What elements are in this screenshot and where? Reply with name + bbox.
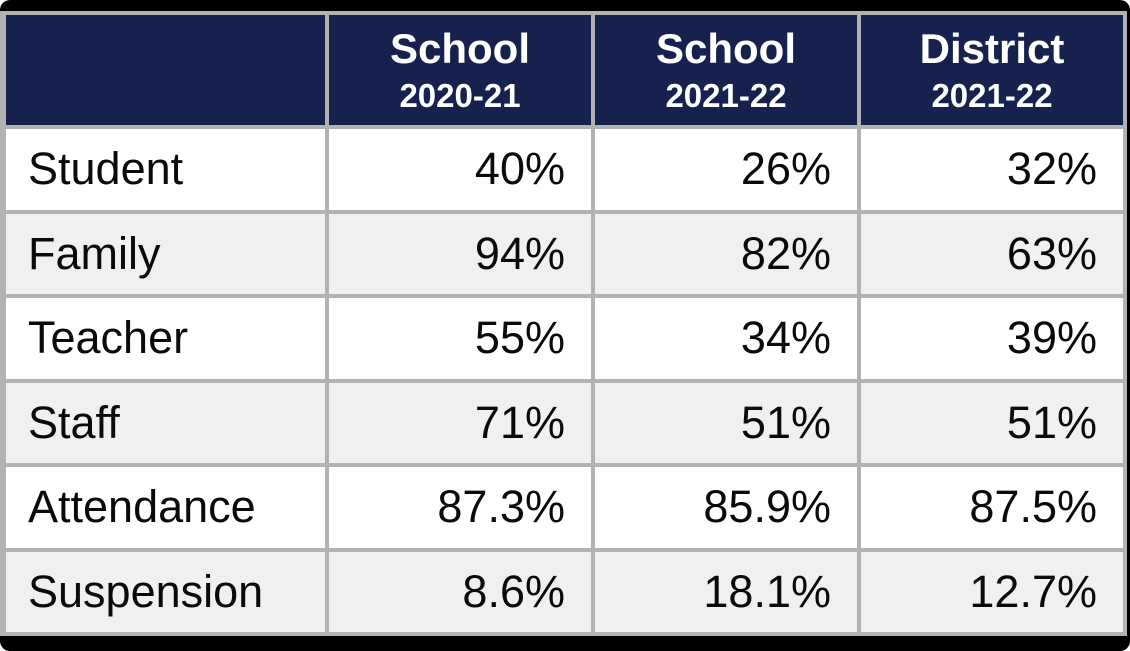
column-title: School [389,24,530,72]
row-label: Teacher [0,294,329,383]
cell-value: 12.7% [857,547,1127,636]
column-subtitle: 2021-22 [931,77,1053,115]
table-row-teacher: Teacher 55% 34% 39% [0,294,1127,383]
table-row-student: Student 40% 26% 32% [0,125,1127,214]
row-label: Suspension [0,547,329,636]
column-title: School [655,24,796,72]
column-subtitle: 2021-22 [665,77,787,115]
header-district-2021-22: District 2021-22 [857,11,1127,129]
metrics-table: School 2020-21 School 2021-22 District 2… [0,11,1127,636]
row-label: Family [0,209,329,298]
cell-value: 51% [857,378,1127,467]
header-school-2021-22: School 2021-22 [591,11,861,129]
cell-value: 8.6% [325,547,595,636]
table-row-suspension: Suspension 8.6% 18.1% 12.7% [0,547,1127,636]
table-row-attendance: Attendance 87.3% 85.9% 87.5% [0,463,1127,552]
table-body: Student 40% 26% 32% Family 94% 82% 63% T… [0,125,1127,636]
cell-value: 18.1% [591,547,861,636]
header-school-2020-21: School 2020-21 [325,11,595,129]
cell-value: 51% [591,378,861,467]
cell-value: 82% [591,209,861,298]
cell-value: 94% [325,209,595,298]
row-label: Student [0,125,329,214]
column-subtitle: 2020-21 [399,77,521,115]
cell-value: 63% [857,209,1127,298]
row-label: Staff [0,378,329,467]
column-title: District [919,24,1065,72]
cell-value: 40% [325,125,595,214]
cell-value: 55% [325,294,595,383]
cell-value: 87.5% [857,463,1127,552]
header-corner-cell [0,11,329,129]
cell-value: 32% [857,125,1127,214]
row-label: Attendance [0,463,329,552]
table-header: School 2020-21 School 2021-22 District 2… [0,11,1127,129]
table-row-family: Family 94% 82% 63% [0,209,1127,298]
cell-value: 85.9% [591,463,861,552]
cell-value: 39% [857,294,1127,383]
cell-value: 26% [591,125,861,214]
cell-value: 34% [591,294,861,383]
cell-value: 87.3% [325,463,595,552]
cell-value: 71% [325,378,595,467]
table-row-staff: Staff 71% 51% 51% [0,378,1127,467]
header-row: School 2020-21 School 2021-22 District 2… [0,11,1127,129]
